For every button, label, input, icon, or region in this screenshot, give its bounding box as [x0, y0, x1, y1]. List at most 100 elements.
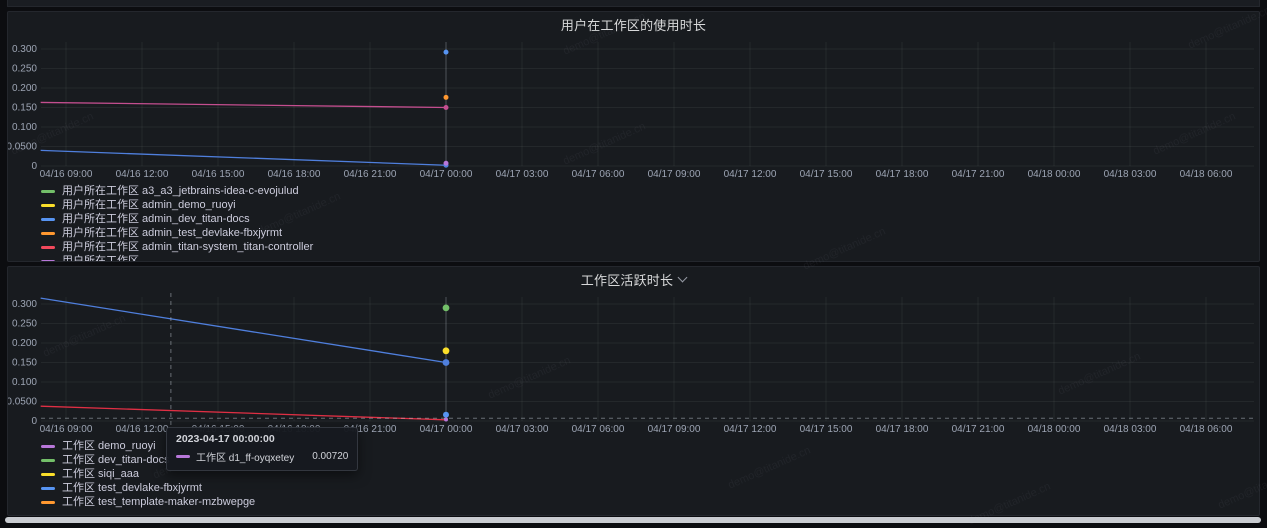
- svg-text:04/18 00:00: 04/18 00:00: [1028, 424, 1081, 435]
- svg-text:0.250: 0.250: [12, 64, 37, 75]
- chart-tooltip: 2023-04-17 00:00:00 工作区 d1_ff-oyqxetey 0…: [166, 427, 359, 471]
- tooltip-series-value: 0.00720: [312, 451, 349, 462]
- svg-text:04/17 00:00: 04/17 00:00: [420, 424, 473, 435]
- axis-tick-labels: 0.300 0.250 0.200 0.150 0.100 0.0500 004/16 09…: [8, 44, 1233, 180]
- legend-item-label: 用户所在工作区 admin_demo_ruoyi: [62, 199, 236, 211]
- svg-text:04/16 09:00: 04/16 09:00: [40, 169, 93, 180]
- legend-item-label: 用户所在工作区 admin_test_devlake-fbxjyrmt: [62, 227, 283, 239]
- chart-legend: 用户所在工作区 a3_a3_jetbrains-idea-c-evojulud 用…: [41, 184, 1253, 262]
- legend-item-label: 工作区 demo_ruoyi: [62, 440, 156, 452]
- svg-text:04/17 12:00: 04/17 12:00: [724, 169, 777, 180]
- svg-text:0.150: 0.150: [12, 103, 37, 114]
- legend-item-label: 用户所在工作区 a3_a3_jetbrains-idea-c-evojulud: [62, 185, 299, 197]
- svg-text:04/16 18:00: 04/16 18:00: [268, 169, 321, 180]
- svg-text:04/18 03:00: 04/18 03:00: [1104, 424, 1157, 435]
- svg-text:0.0500: 0.0500: [8, 142, 37, 153]
- svg-text:04/18 00:00: 04/18 00:00: [1028, 169, 1081, 180]
- svg-text:0.0500: 0.0500: [8, 397, 37, 408]
- svg-text:04/18 03:00: 04/18 03:00: [1104, 169, 1157, 180]
- panel-above-edge: [7, 0, 1260, 7]
- panel-user-workspace-usage-duration: 用户在工作区的使用时长 0.300 0.250 0.200 0.150 0.100 0.0…: [7, 11, 1260, 262]
- svg-text:0.100: 0.100: [12, 377, 37, 388]
- panel-header[interactable]: 用户在工作区的使用时长: [8, 12, 1259, 36]
- axis-tick-labels: 0.300 0.250 0.200 0.150 0.100 0.0500 004/16 09…: [8, 299, 1233, 435]
- time-series-chart[interactable]: 0.300 0.250 0.200 0.150 0.100 0.0500 004/16 09…: [8, 293, 1260, 437]
- svg-text:04/18 06:00: 04/18 06:00: [1180, 169, 1233, 180]
- svg-text:04/17 12:00: 04/17 12:00: [724, 424, 777, 435]
- legend-item[interactable]: 用户所在工作区 a3_a3_jetbrains-idea-c-evojulud: [41, 184, 1253, 198]
- series-lines: [40, 297, 450, 421]
- svg-text:04/17 09:00: 04/17 09:00: [648, 424, 701, 435]
- tooltip-series-name: 工作区 d1_ff-oyqxetey: [196, 453, 295, 464]
- legend-item-label: 用户所在工作区 …: [62, 255, 154, 262]
- gridlines: [41, 42, 1254, 167]
- svg-text:0: 0: [31, 416, 37, 427]
- series-color-swatch: [41, 217, 55, 221]
- panel-title: 工作区活跃时长: [580, 272, 674, 288]
- legend-item[interactable]: 用户所在工作区 admin_titan-system_titan-control…: [41, 240, 1253, 254]
- legend-item[interactable]: 工作区 test_devlake-fbxjyrmt: [41, 481, 1253, 495]
- svg-text:0.200: 0.200: [12, 338, 37, 349]
- series-color-swatch: [41, 458, 55, 462]
- svg-text:0.300: 0.300: [12, 44, 37, 55]
- series-color-swatch: [41, 472, 55, 476]
- svg-text:04/17 03:00: 04/17 03:00: [496, 169, 549, 180]
- svg-text:04/17 21:00: 04/17 21:00: [952, 424, 1005, 435]
- svg-text:04/18 06:00: 04/18 06:00: [1180, 424, 1233, 435]
- chevron-down-icon[interactable]: [677, 272, 688, 282]
- panel-workspace-active-duration: 工作区活跃时长 0.300 0.250 0.200 0.150 0.100 0.0500 0…: [7, 266, 1260, 516]
- svg-text:04/17 09:00: 04/17 09:00: [648, 169, 701, 180]
- svg-text:04/16 12:00: 04/16 12:00: [116, 169, 169, 180]
- svg-text:0: 0: [31, 161, 37, 172]
- series-color-swatch: [176, 455, 190, 458]
- svg-text:04/16 12:00: 04/16 12:00: [116, 424, 169, 435]
- tooltip-timestamp: 2023-04-17 00:00:00: [176, 433, 275, 445]
- series-lines: [40, 101, 449, 168]
- time-series-chart[interactable]: 0.300 0.250 0.200 0.150 0.100 0.0500 004/16 09…: [8, 38, 1260, 182]
- svg-text:04/17 18:00: 04/17 18:00: [876, 424, 929, 435]
- svg-text:04/17 06:00: 04/17 06:00: [572, 169, 625, 180]
- series-color-swatch: [41, 189, 55, 193]
- svg-text:0.150: 0.150: [12, 358, 37, 369]
- svg-text:04/17 21:00: 04/17 21:00: [952, 169, 1005, 180]
- legend-item[interactable]: 用户所在工作区 …: [41, 254, 1253, 262]
- legend-item[interactable]: 工作区 dev_titan-docs: [41, 453, 1253, 467]
- series-color-swatch: [41, 231, 55, 235]
- legend-item-label: 工作区 dev_titan-docs: [62, 454, 170, 466]
- legend-item[interactable]: 工作区 demo_ruoyi: [41, 439, 1253, 453]
- legend-item[interactable]: 工作区 test_template-maker-mzbwepge: [41, 495, 1253, 509]
- horizontal-scrollbar-thumb[interactable]: [5, 517, 1261, 523]
- data-points: [443, 49, 449, 166]
- svg-text:04/17 03:00: 04/17 03:00: [496, 424, 549, 435]
- svg-text:0.300: 0.300: [12, 299, 37, 310]
- legend-item-label: 用户所在工作区 admin_dev_titan-docs: [62, 213, 250, 225]
- legend-item-label: 工作区 test_template-maker-mzbwepge: [62, 496, 256, 508]
- svg-text:0.100: 0.100: [12, 122, 37, 133]
- legend-item[interactable]: 用户所在工作区 admin_demo_ruoyi: [41, 198, 1253, 212]
- svg-text:04/16 09:00: 04/16 09:00: [40, 424, 93, 435]
- series-color-swatch: [41, 486, 55, 490]
- gridlines: [41, 297, 1254, 422]
- series-color-swatch: [41, 259, 55, 261]
- chart-legend: 工作区 demo_ruoyi 工作区 dev_titan-docs 工作区 siqi…: [41, 439, 1253, 509]
- svg-text:0.250: 0.250: [12, 319, 37, 330]
- legend-item-label: 工作区 test_devlake-fbxjyrmt: [62, 482, 202, 494]
- series-color-swatch: [41, 203, 55, 207]
- svg-text:04/17 00:00: 04/17 00:00: [420, 169, 473, 180]
- svg-text:04/17 15:00: 04/17 15:00: [800, 424, 853, 435]
- horizontal-scrollbar: [0, 516, 1267, 525]
- svg-text:04/17 15:00: 04/17 15:00: [800, 169, 853, 180]
- svg-text:04/16 21:00: 04/16 21:00: [344, 169, 397, 180]
- svg-text:0.200: 0.200: [12, 83, 37, 94]
- legend-item-label: 工作区 siqi_aaa: [62, 468, 140, 480]
- series-color-swatch: [41, 500, 55, 504]
- svg-text:04/17 18:00: 04/17 18:00: [876, 169, 929, 180]
- panel-title: 用户在工作区的使用时长: [560, 17, 707, 33]
- legend-item-label: 用户所在工作区 admin_titan-system_titan-control…: [62, 241, 314, 253]
- series-color-swatch: [41, 444, 55, 448]
- series-color-swatch: [41, 245, 55, 249]
- legend-item[interactable]: 用户所在工作区 admin_dev_titan-docs: [41, 212, 1253, 226]
- legend-item[interactable]: 用户所在工作区 admin_test_devlake-fbxjyrmt: [41, 226, 1253, 240]
- legend-item[interactable]: 工作区 siqi_aaa: [41, 467, 1253, 481]
- panel-header[interactable]: 工作区活跃时长: [8, 267, 1259, 291]
